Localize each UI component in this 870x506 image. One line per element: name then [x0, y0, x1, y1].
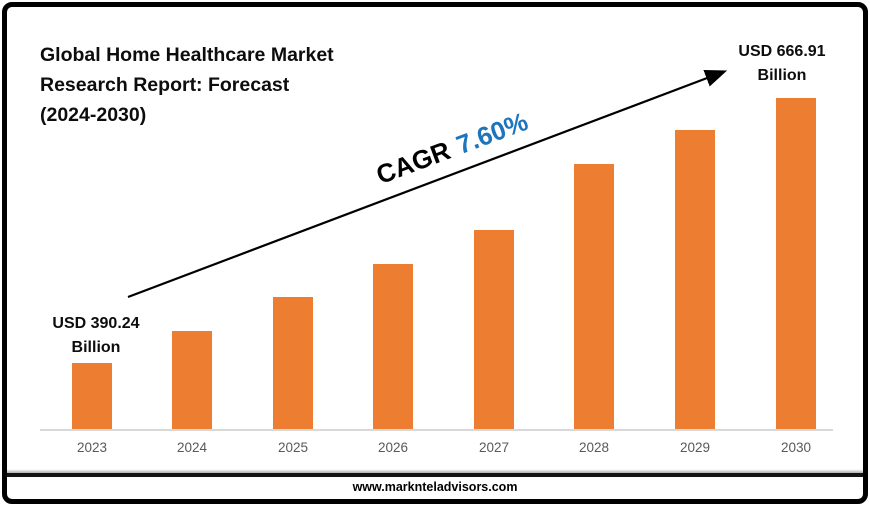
bar-2026 — [373, 264, 413, 430]
footer-divider — [4, 473, 866, 477]
bar-2028 — [574, 164, 614, 430]
x-tick-label-2024: 2024 — [176, 440, 208, 455]
x-tick-label-2029: 2029 — [679, 440, 711, 455]
bar-2025 — [273, 297, 313, 430]
start-value-label: USD 390.24 Billion — [52, 315, 140, 356]
x-tick-label-2023: 2023 — [76, 440, 108, 455]
x-tick-label-2027: 2027 — [478, 440, 510, 455]
x-axis-line — [40, 429, 833, 431]
x-tick-label-2026: 2026 — [377, 440, 409, 455]
bar-2023 — [72, 363, 112, 430]
bar-plot-area — [72, 98, 816, 430]
x-tick-label-2025: 2025 — [277, 440, 309, 455]
bar-2027 — [474, 230, 514, 430]
end-value-label: USD 666.91 Billion — [738, 43, 826, 84]
bar-2030 — [776, 98, 816, 430]
x-tick-label-2030: 2030 — [780, 440, 812, 455]
chart-title: Global Home Healthcare Market Research R… — [40, 44, 334, 126]
footer-url: www.marknteladvisors.com — [352, 480, 518, 494]
bar-2024 — [172, 331, 212, 430]
bar-2029 — [675, 130, 715, 430]
trend-arrow-icon — [127, 69, 728, 299]
x-tick-label-2028: 2028 — [578, 440, 610, 455]
